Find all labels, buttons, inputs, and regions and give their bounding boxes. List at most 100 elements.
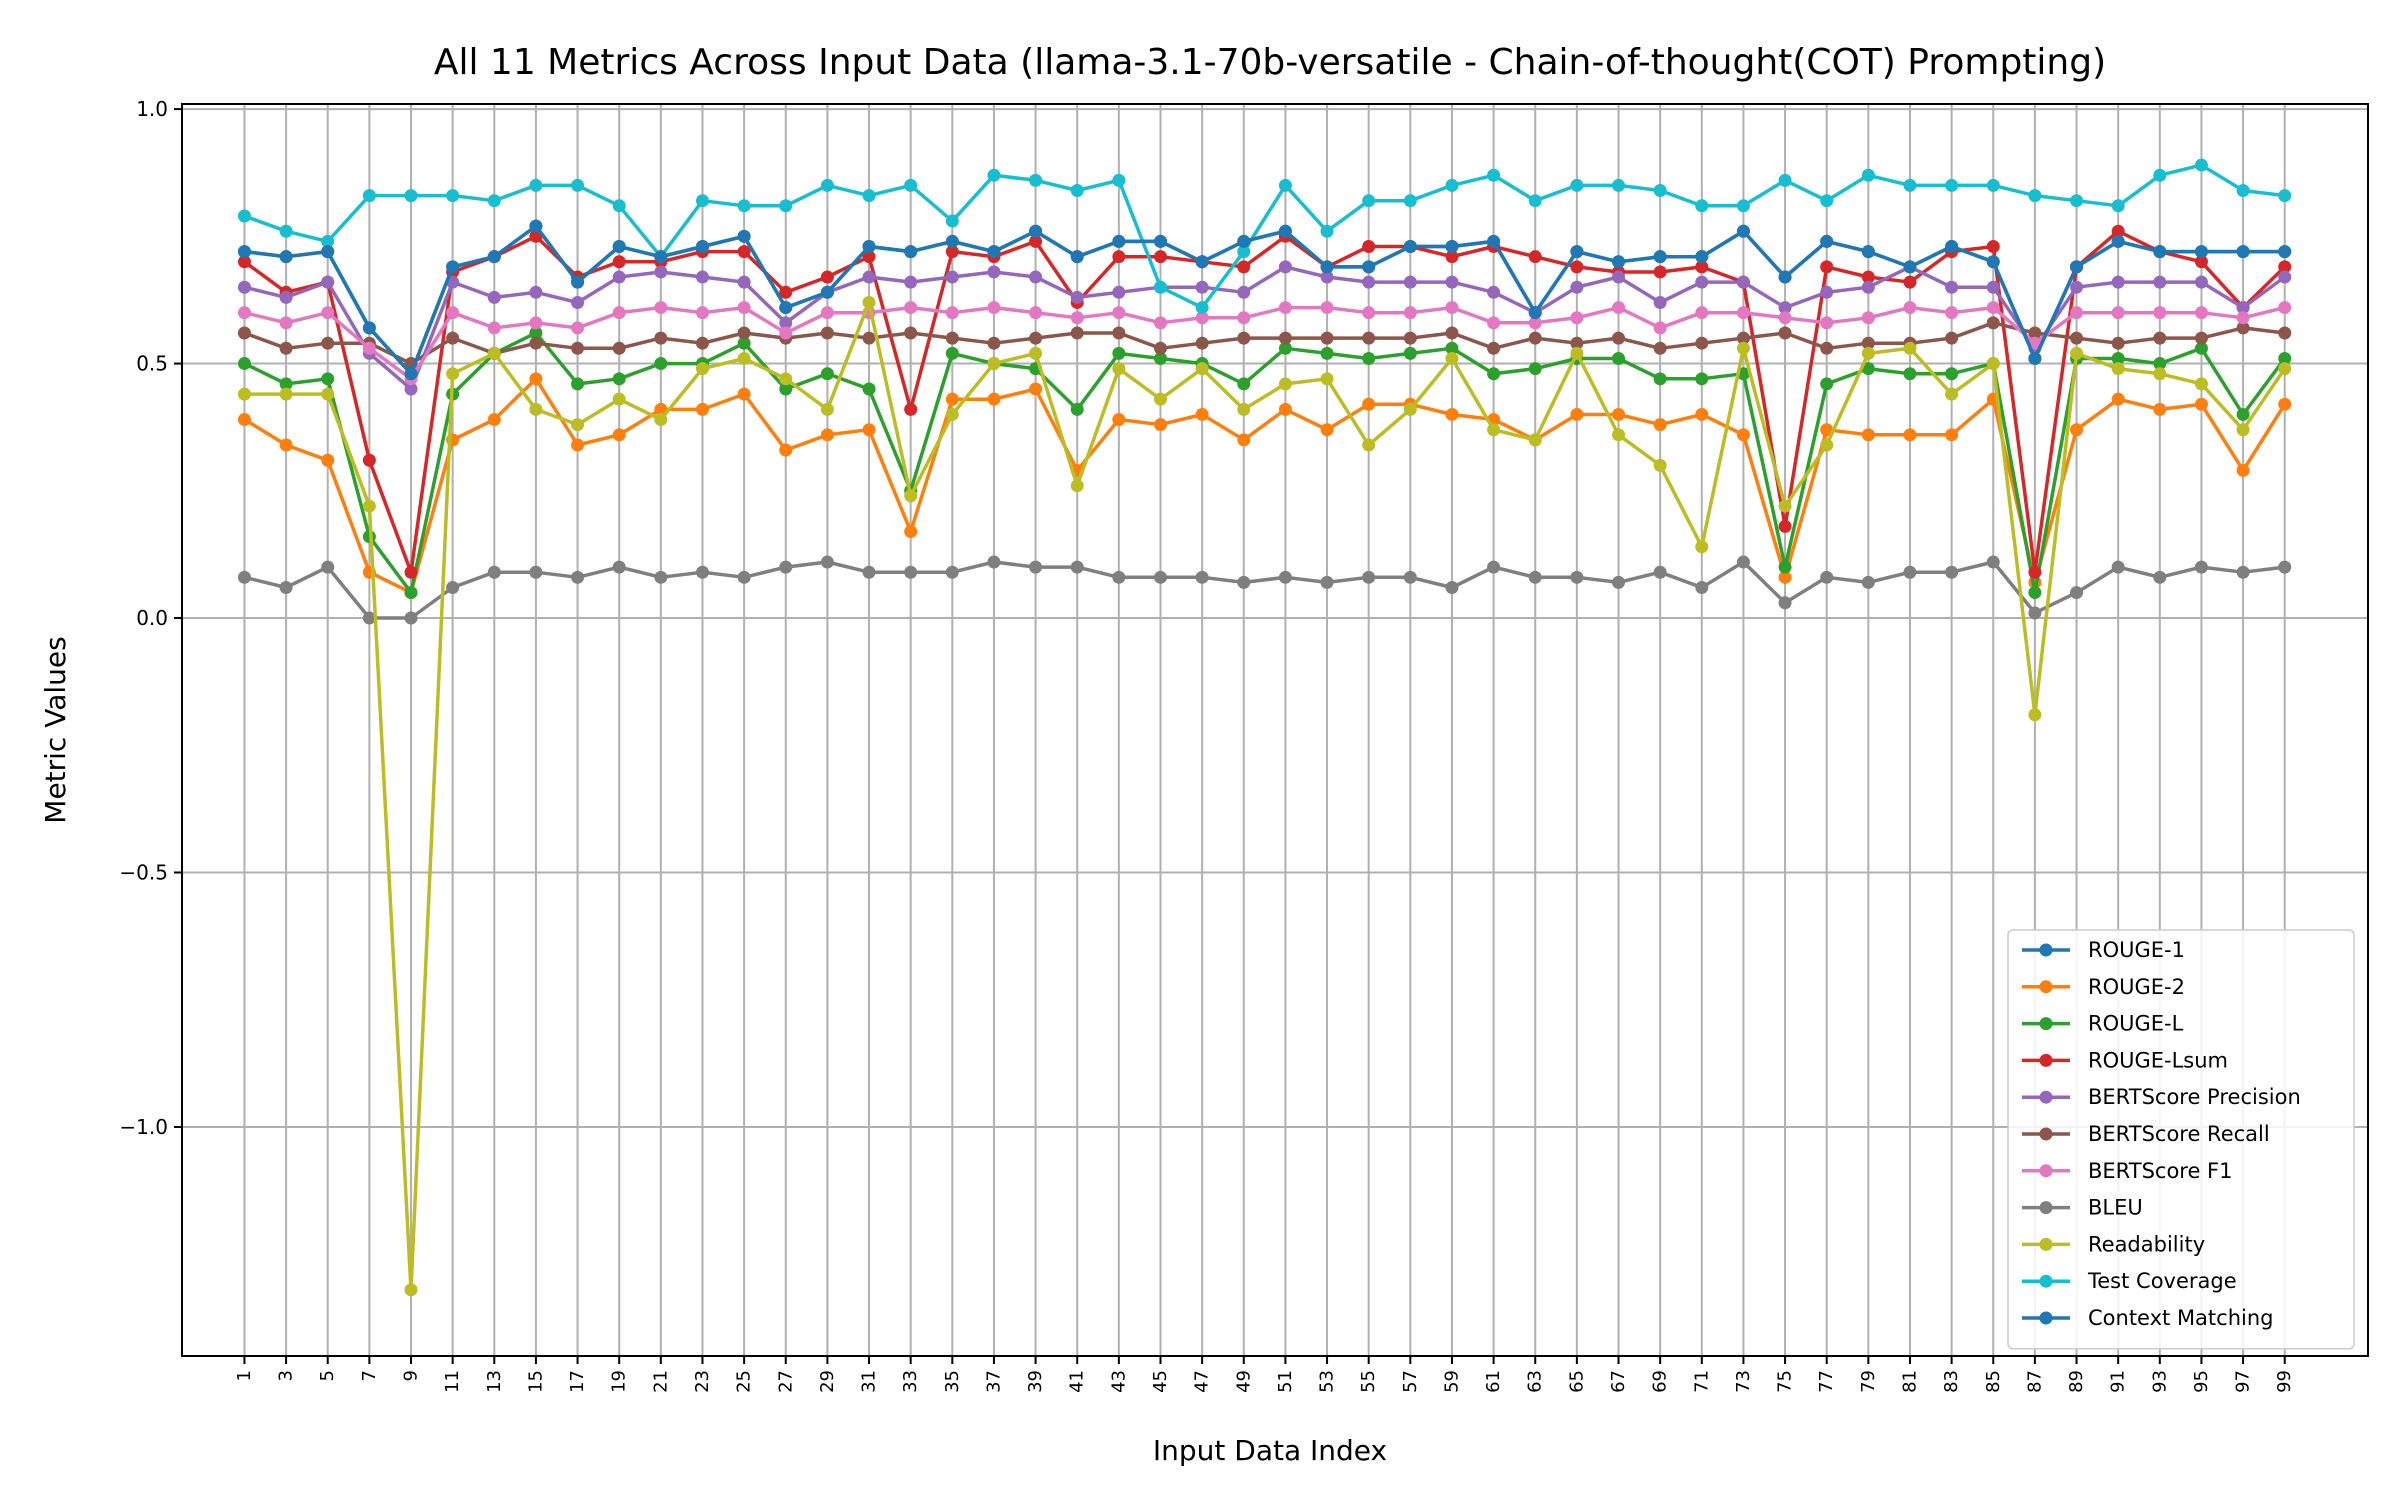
data-point xyxy=(904,178,918,192)
data-point xyxy=(279,290,293,304)
data-point xyxy=(820,367,834,381)
data-point xyxy=(1320,423,1334,437)
legend-swatch-marker xyxy=(2039,1164,2053,1178)
legend-label: ROUGE-2 xyxy=(2088,975,2185,999)
data-point xyxy=(862,423,876,437)
data-point xyxy=(1778,301,1792,315)
plot-frame xyxy=(181,103,2369,1357)
data-point xyxy=(2236,184,2250,198)
x-tick-label: 17 xyxy=(567,1370,588,1393)
data-point xyxy=(1570,280,1584,294)
data-point xyxy=(1736,555,1750,569)
data-point xyxy=(1528,570,1542,584)
data-point xyxy=(1736,224,1750,238)
data-point xyxy=(1237,311,1251,325)
data-point xyxy=(1237,575,1251,589)
data-point xyxy=(1112,326,1126,340)
data-point xyxy=(862,240,876,254)
data-point xyxy=(2153,275,2167,289)
data-point xyxy=(862,189,876,203)
data-point xyxy=(1695,275,1709,289)
data-point xyxy=(737,245,751,259)
legend-swatch-marker xyxy=(2039,1201,2053,1215)
x-tick-label: 93 xyxy=(2149,1370,2170,1393)
data-point xyxy=(1112,306,1126,320)
data-point xyxy=(695,306,709,320)
data-point xyxy=(1778,326,1792,340)
data-point xyxy=(1945,565,1959,579)
data-point xyxy=(2236,245,2250,259)
data-point xyxy=(1695,306,1709,320)
data-point xyxy=(1278,331,1292,345)
data-point xyxy=(1320,346,1334,360)
data-point xyxy=(987,357,1001,371)
data-point xyxy=(1445,351,1459,365)
data-point xyxy=(2194,341,2208,355)
data-point xyxy=(2194,158,2208,172)
data-point xyxy=(1029,270,1043,284)
data-point xyxy=(1653,458,1667,472)
data-point xyxy=(1445,250,1459,264)
data-point xyxy=(1112,285,1126,299)
data-point xyxy=(2070,423,2084,437)
data-point xyxy=(2278,189,2292,203)
data-point xyxy=(1903,565,1917,579)
data-point xyxy=(2153,168,2167,182)
y-axis-label: Metric Values xyxy=(39,636,72,823)
data-point xyxy=(1237,331,1251,345)
data-point xyxy=(1403,331,1417,345)
data-point xyxy=(862,295,876,309)
data-point xyxy=(2070,194,2084,208)
data-point xyxy=(404,382,418,396)
data-point xyxy=(779,382,793,396)
x-tick-label: 7 xyxy=(359,1370,380,1381)
data-point xyxy=(1403,402,1417,416)
data-point xyxy=(737,336,751,350)
data-point xyxy=(904,525,918,539)
data-point xyxy=(529,326,543,340)
data-point xyxy=(2153,357,2167,371)
data-point xyxy=(279,580,293,594)
data-point xyxy=(1487,316,1501,330)
data-point xyxy=(1736,341,1750,355)
data-point xyxy=(1112,346,1126,360)
x-tick-label: 19 xyxy=(609,1370,630,1393)
data-point xyxy=(1237,285,1251,299)
data-point xyxy=(987,265,1001,279)
data-point xyxy=(779,560,793,574)
data-point xyxy=(1320,224,1334,238)
data-point xyxy=(779,301,793,315)
series-line-bleu xyxy=(244,560,2285,620)
data-point xyxy=(1029,346,1043,360)
data-point xyxy=(2111,362,2125,376)
data-point xyxy=(695,336,709,350)
data-point xyxy=(820,555,834,569)
data-point xyxy=(529,219,543,233)
x-tick-label: 33 xyxy=(900,1370,921,1393)
data-point xyxy=(1029,382,1043,396)
data-point xyxy=(2236,463,2250,477)
data-point xyxy=(945,346,959,360)
data-point xyxy=(1570,260,1584,274)
data-point xyxy=(1362,306,1376,320)
data-point xyxy=(987,168,1001,182)
data-point xyxy=(571,341,585,355)
data-point xyxy=(1362,570,1376,584)
data-point xyxy=(404,586,418,600)
data-point xyxy=(862,382,876,396)
data-point xyxy=(237,387,251,401)
data-point xyxy=(1820,377,1834,391)
data-point xyxy=(2194,255,2208,269)
data-point xyxy=(1403,346,1417,360)
x-tick-label: 63 xyxy=(1525,1370,1546,1393)
data-point xyxy=(654,402,668,416)
data-point xyxy=(2070,306,2084,320)
data-point xyxy=(654,357,668,371)
data-point xyxy=(1653,341,1667,355)
data-point xyxy=(1403,570,1417,584)
data-point xyxy=(446,260,460,274)
data-point xyxy=(1945,331,1959,345)
data-point xyxy=(2194,377,2208,391)
x-tick-label: 61 xyxy=(1483,1370,1504,1393)
data-point xyxy=(404,565,418,579)
